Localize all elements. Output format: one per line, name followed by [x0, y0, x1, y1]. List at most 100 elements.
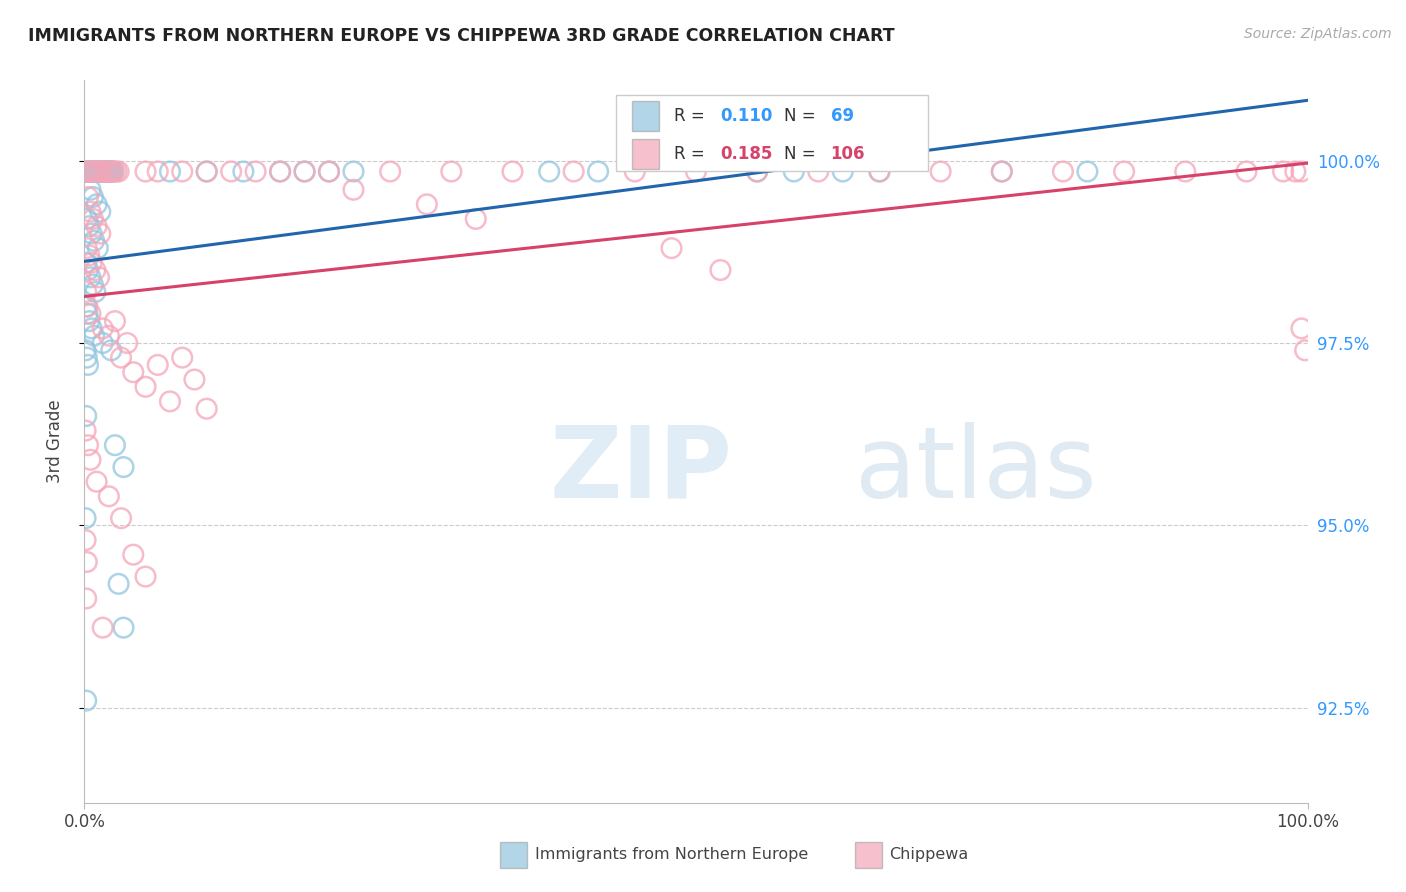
Point — [269, 164, 291, 178]
Point — [77, 358, 100, 372]
Point — [685, 164, 707, 178]
Point — [135, 164, 157, 178]
Point — [89, 204, 111, 219]
Point — [75, 533, 97, 547]
Point — [89, 164, 111, 178]
Point — [91, 164, 114, 178]
Point — [76, 164, 98, 178]
Point — [75, 424, 97, 438]
Point — [80, 164, 103, 178]
Point — [172, 164, 194, 178]
Point — [87, 241, 110, 255]
Point — [77, 219, 100, 234]
Text: Source: ZipAtlas.com: Source: ZipAtlas.com — [1244, 27, 1392, 41]
Point — [97, 489, 120, 503]
Point — [991, 164, 1014, 178]
Point — [1294, 343, 1316, 358]
Point — [318, 164, 340, 178]
FancyBboxPatch shape — [616, 95, 928, 170]
Point — [1272, 164, 1295, 178]
Point — [82, 164, 104, 178]
Point — [93, 164, 115, 178]
Point — [76, 164, 98, 178]
Point — [75, 300, 97, 314]
Point — [82, 190, 104, 204]
Point — [562, 164, 585, 178]
Point — [86, 197, 108, 211]
Text: Immigrants from Northern Europe: Immigrants from Northern Europe — [534, 847, 808, 863]
Point — [75, 285, 97, 299]
Point — [107, 164, 129, 178]
Point — [232, 164, 254, 178]
Point — [79, 204, 101, 219]
Point — [159, 394, 181, 409]
Point — [98, 164, 121, 178]
Point — [294, 164, 316, 178]
Point — [86, 475, 108, 489]
Point — [86, 219, 108, 234]
Point — [77, 190, 100, 204]
Point — [183, 372, 205, 386]
Point — [380, 164, 402, 178]
Text: ZIP: ZIP — [550, 422, 733, 519]
Point — [80, 227, 103, 241]
Point — [115, 336, 138, 351]
Point — [159, 164, 181, 178]
Point — [80, 321, 103, 335]
Point — [79, 307, 101, 321]
Text: Chippewa: Chippewa — [889, 847, 969, 863]
Point — [172, 351, 194, 365]
Point — [104, 438, 127, 452]
Point — [96, 164, 118, 178]
Point — [135, 380, 157, 394]
Text: 0.110: 0.110 — [720, 107, 773, 125]
Point — [294, 164, 316, 178]
Point — [104, 314, 127, 328]
Point — [624, 164, 647, 178]
Text: 106: 106 — [831, 145, 865, 163]
Point — [87, 164, 110, 178]
Bar — [501, 842, 527, 868]
Point — [100, 343, 122, 358]
Point — [869, 164, 891, 178]
Text: R =: R = — [673, 107, 710, 125]
Text: R =: R = — [673, 145, 710, 163]
Point — [538, 164, 561, 178]
Point — [122, 365, 145, 379]
Text: IMMIGRANTS FROM NORTHERN EUROPE VS CHIPPEWA 3RD GRADE CORRELATION CHART: IMMIGRANTS FROM NORTHERN EUROPE VS CHIPP… — [28, 27, 894, 45]
Point — [195, 164, 218, 178]
Point — [91, 336, 114, 351]
Point — [112, 460, 135, 475]
Point — [110, 351, 132, 365]
Point — [91, 164, 114, 178]
Point — [79, 164, 101, 178]
Text: atlas: atlas — [855, 422, 1097, 519]
Point — [80, 164, 103, 178]
Point — [84, 263, 107, 277]
Point — [100, 164, 122, 178]
Point — [75, 343, 97, 358]
Point — [94, 164, 117, 178]
Point — [82, 277, 104, 292]
Point — [83, 234, 105, 248]
Point — [93, 164, 115, 178]
Point — [76, 351, 98, 365]
Point — [783, 164, 806, 178]
Point — [77, 164, 100, 178]
Point — [709, 263, 731, 277]
Point — [807, 164, 830, 178]
Point — [97, 328, 120, 343]
Point — [77, 263, 100, 277]
Text: 0.185: 0.185 — [720, 145, 773, 163]
Point — [96, 164, 118, 178]
Point — [77, 438, 100, 452]
Point — [80, 256, 103, 270]
Point — [75, 164, 97, 178]
Point — [416, 197, 439, 211]
Point — [77, 164, 100, 178]
Point — [76, 211, 98, 226]
Point — [318, 164, 340, 178]
Point — [97, 164, 120, 178]
Point — [747, 164, 769, 178]
Point — [464, 211, 486, 226]
